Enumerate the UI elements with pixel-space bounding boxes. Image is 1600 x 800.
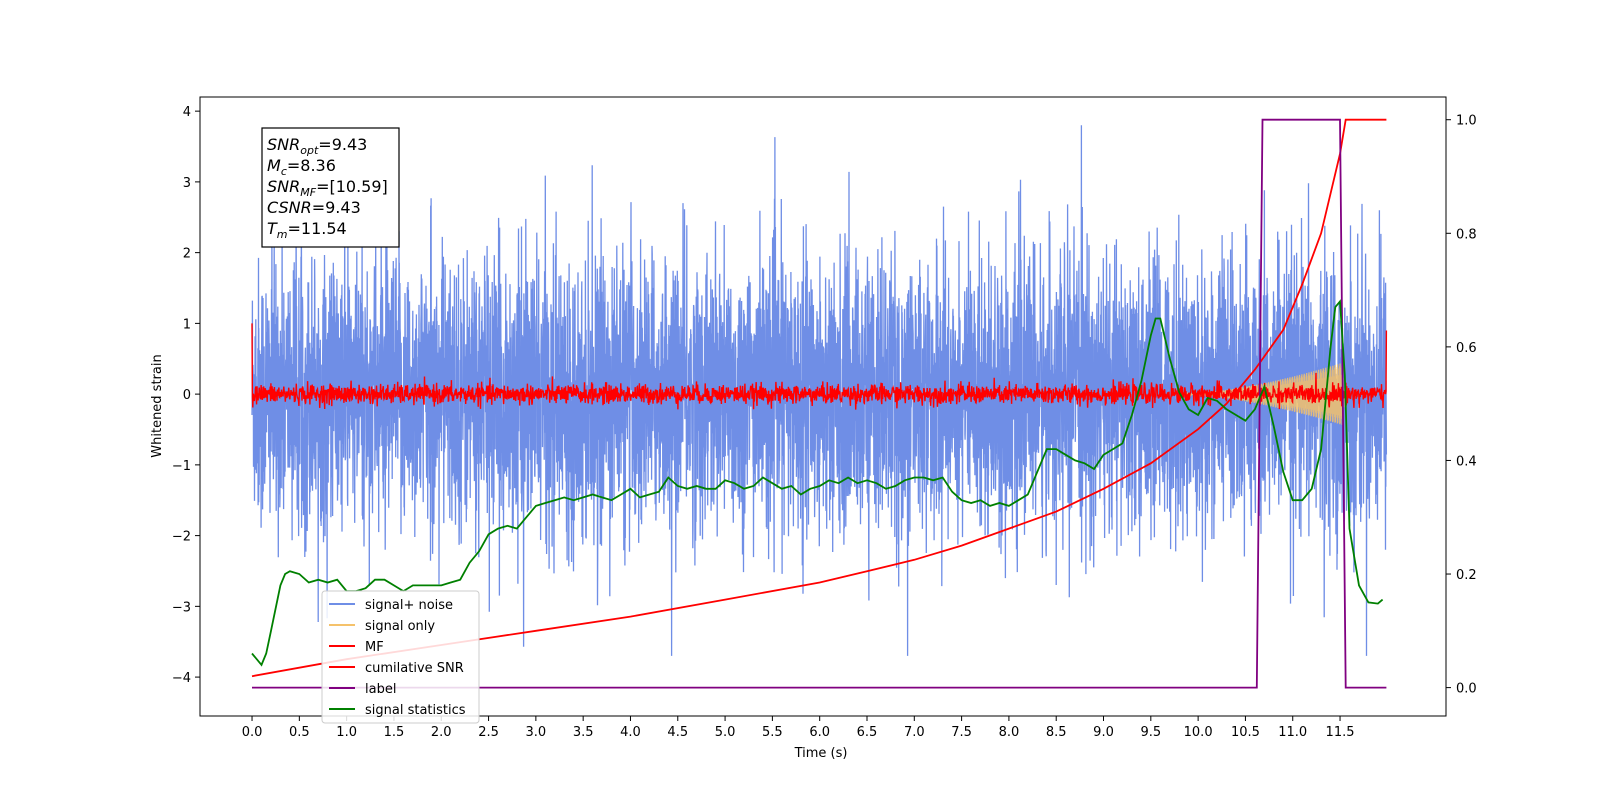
y-tick-label: 2: [183, 247, 191, 262]
y-right-tick-label: 0.6: [1456, 341, 1477, 356]
x-tick-label: 7.5: [951, 725, 972, 740]
x-axis-label: Time (s): [794, 746, 848, 761]
x-tick-label: 8.0: [999, 725, 1020, 740]
x-tick-label: 4.0: [620, 725, 641, 740]
stats-annotation-line: CSNR=9.43: [267, 198, 361, 217]
x-tick-label: 1.5: [384, 725, 405, 740]
series-layer: [251, 118, 1388, 689]
x-tick-label: 2.5: [478, 725, 499, 740]
stats-annotation-line: SNRopt=9.43: [267, 135, 367, 157]
legend-entry: signal+ noise: [365, 598, 453, 613]
x-tick-label: 3.5: [573, 725, 594, 740]
x-tick-label: 2.0: [431, 725, 452, 740]
x-tick-label: 9.5: [1140, 725, 1161, 740]
legend-entry: cumilative SNR: [365, 661, 464, 676]
stats-annotation-line: SNRMF=[10.59]: [267, 177, 388, 199]
stats-annotation: SNRopt=9.43Mc=8.36SNRMF=[10.59]CSNR=9.43…: [261, 127, 400, 248]
x-tick-label: 0.0: [242, 725, 263, 740]
series-signal-noise: [251, 125, 1388, 656]
legend-entry: signal only: [365, 619, 435, 634]
legend-entry: label: [365, 682, 396, 697]
stats-annotation-box: [261, 127, 400, 248]
x-tick-label: 10.5: [1231, 725, 1260, 740]
x-tick-label: 11.5: [1326, 725, 1355, 740]
y-right-tick-label: 0.2: [1456, 568, 1477, 583]
plot-frame: [199, 96, 1447, 717]
y-tick-label: 3: [183, 176, 191, 191]
y-tick-label: −3: [172, 600, 191, 615]
x-tick-label: 5.5: [762, 725, 783, 740]
x-tick-label: 9.0: [1093, 725, 1114, 740]
series-cumilative-snr: [251, 118, 1387, 678]
x-tick-label: 1.0: [336, 725, 357, 740]
y-right-tick-label: 0.4: [1456, 454, 1477, 469]
y-tick-label: −1: [172, 459, 191, 474]
stats-annotation-line: Tm=11.54: [267, 219, 347, 241]
x-tick-label: 0.5: [289, 725, 310, 740]
y-tick-label: −4: [172, 671, 191, 686]
legend: signal+ noise signal only MF cumilative SNR…: [321, 590, 480, 724]
x-tick-label: 11.0: [1278, 725, 1307, 740]
x-tick-label: 10.0: [1184, 725, 1213, 740]
series-label: [252, 118, 1387, 689]
y-axis-label: Whitened strain: [150, 354, 165, 457]
stats-annotation-line: Mc=8.36: [267, 156, 336, 178]
x-tick-label: 5.0: [715, 725, 736, 740]
x-tick-label: 8.5: [1046, 725, 1067, 740]
y-tick-label: 1: [183, 317, 191, 332]
y-right-tick-label: 0.0: [1456, 682, 1477, 697]
y-tick-label: 4: [183, 105, 191, 120]
legend-box: [321, 590, 480, 724]
y-tick-label: −2: [172, 530, 191, 545]
y-right-tick-label: 0.8: [1456, 227, 1477, 242]
y-tick-label: 0: [183, 388, 191, 403]
x-tick-label: 4.5: [667, 725, 688, 740]
x-tick-label: 3.0: [526, 725, 547, 740]
series-mf: [251, 323, 1388, 410]
legend-entry: MF: [365, 640, 384, 655]
series-signal-statistics: [251, 299, 1384, 667]
x-tick-label: 7.0: [904, 725, 925, 740]
x-tick-label: 6.5: [857, 725, 878, 740]
x-tick-label: 6.0: [809, 725, 830, 740]
y-right-tick-label: 1.0: [1456, 114, 1477, 129]
axes-layer: 0.0 0.5 1.0 1.5 2.0 2.5 3.0 3.5 4.0 4.5 5.0 5.5 6.0 6…: [172, 105, 1477, 740]
legend-entry: signal statistics: [365, 703, 466, 718]
